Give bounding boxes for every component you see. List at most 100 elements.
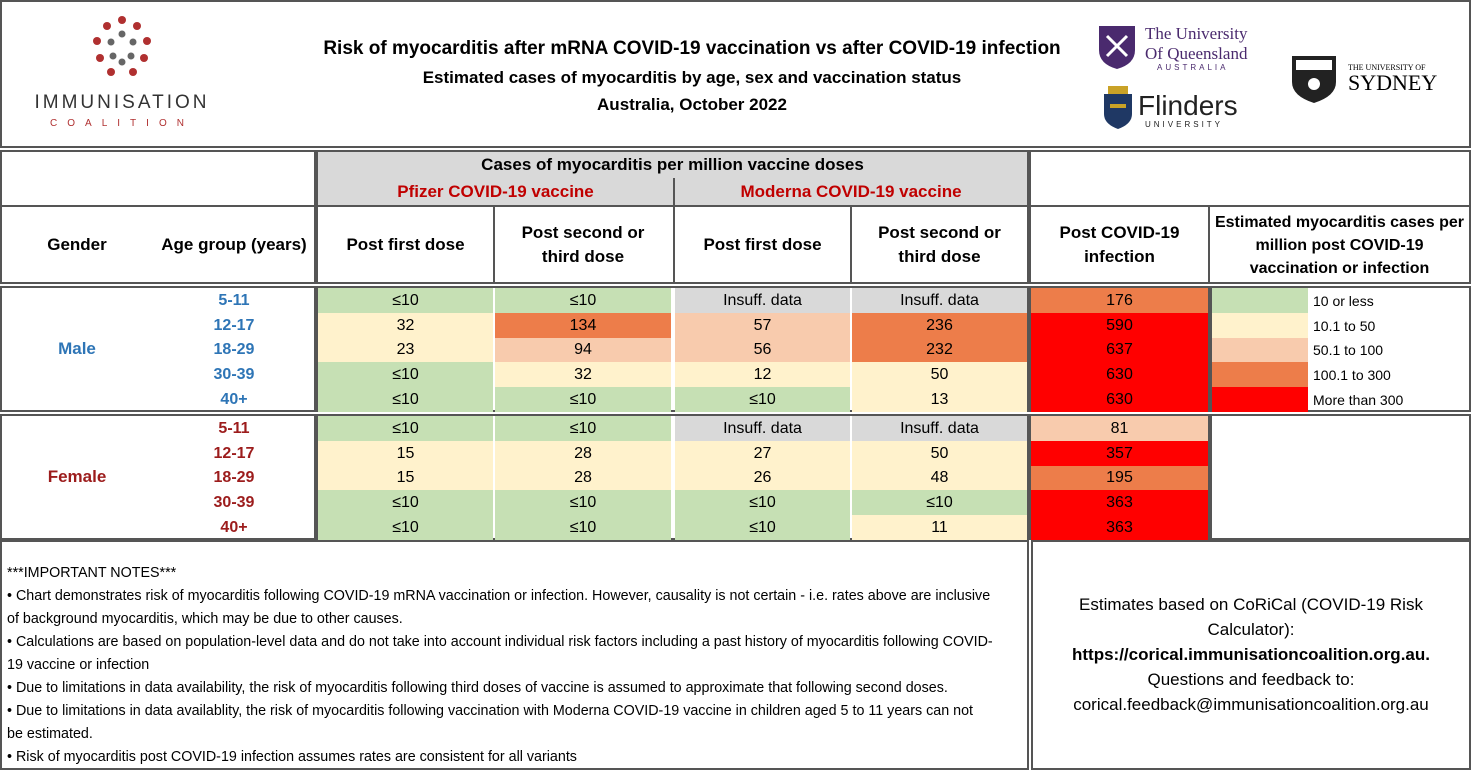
value-cell-md2: 50 xyxy=(852,362,1027,387)
value-cell-pf1: 23 xyxy=(318,338,493,362)
gender-female: Female xyxy=(47,467,107,486)
legend-label: 100.1 to 300 xyxy=(1313,366,1391,383)
col-legend: Estimated myocarditis cases per million … xyxy=(1214,213,1464,277)
value-cell-pf1: ≤10 xyxy=(318,490,493,515)
col-pfizer-second: Post second or third dose xyxy=(521,223,645,266)
sydney-big: SYDNEY xyxy=(1348,70,1438,95)
female-right-blank xyxy=(1210,414,1471,540)
moderna-title: Moderna COVID-19 vaccine xyxy=(675,178,1027,206)
divider xyxy=(850,207,852,284)
value-cell-pf2: 94 xyxy=(495,338,671,362)
date-line: Australia, October 2022 xyxy=(597,95,787,114)
age-group-cell: 40+ xyxy=(220,390,248,408)
header-panel: IMMUNISATION COALITION Risk of myocardit… xyxy=(0,0,1471,148)
value-cell-md2: 50 xyxy=(852,441,1027,466)
value-cell-pf2: 32 xyxy=(495,362,671,387)
divider xyxy=(493,207,495,284)
value-cell-md2: 13 xyxy=(852,387,1027,412)
value-cell-md1: Insuff. data xyxy=(675,288,850,313)
value-cell-md1: 57 xyxy=(675,313,850,338)
note-1b: of background myocarditis, which may be … xyxy=(7,611,403,627)
value-cell-pf1: 32 xyxy=(318,313,493,338)
header-right-block xyxy=(1029,150,1471,284)
flinders-logo: Flinders UNIVERSITY xyxy=(1100,84,1250,134)
uq-logo: The University Of Queensland AUSTRALIA xyxy=(1097,22,1287,77)
value-cell-inf: 363 xyxy=(1031,490,1208,515)
value-cell-pf2: ≤10 xyxy=(495,515,671,540)
value-cell-pf2: 28 xyxy=(495,441,671,466)
notes-heading: ***IMPORTANT NOTES*** xyxy=(7,565,177,581)
value-cell-md2: 236 xyxy=(852,313,1027,338)
value-cell-md1: 12 xyxy=(675,362,850,387)
age-group-cell: 30-39 xyxy=(213,493,255,511)
col-age: Age group (years) xyxy=(161,235,307,254)
value-cell-inf: 176 xyxy=(1031,288,1208,313)
legend-swatch xyxy=(1212,288,1308,313)
legend-label: More than 300 xyxy=(1313,391,1404,408)
divider xyxy=(1208,207,1210,284)
divider xyxy=(673,178,675,284)
note-4a: • Due to limitations in data availablity… xyxy=(7,703,974,719)
sydney-crest-icon xyxy=(1292,56,1336,103)
header-blank-left xyxy=(0,150,316,284)
value-cell-pf2: ≤10 xyxy=(495,387,671,412)
value-cell-md2: Insuff. data xyxy=(852,288,1027,313)
legend-label: 10 or less xyxy=(1313,292,1374,309)
source-url-link[interactable]: https://corical.immunisationcoalition.or… xyxy=(1072,645,1430,664)
value-cell-inf: 357 xyxy=(1031,441,1208,466)
col-pfizer-first: Post first dose xyxy=(346,235,465,254)
legend-label: 50.1 to 100 xyxy=(1313,342,1384,358)
page-subtitle: Estimated cases of myocarditis by age, s… xyxy=(422,68,962,87)
value-cell-pf1: ≤10 xyxy=(318,362,493,387)
value-cell-pf1: ≤10 xyxy=(318,515,493,540)
group-title: Cases of myocarditis per million vaccine… xyxy=(318,152,1027,178)
value-cell-md1: ≤10 xyxy=(675,387,850,412)
value-cell-md1: ≤10 xyxy=(675,515,850,540)
value-cell-pf2: 28 xyxy=(495,466,671,490)
note-4b: be estimated. xyxy=(7,726,93,742)
value-cell-inf: 637 xyxy=(1031,338,1208,362)
source-line1: Estimates based on CoRiCal (COVID-19 Ris… xyxy=(1079,595,1423,614)
uq-line3: AUSTRALIA xyxy=(1157,63,1229,72)
ring-dots-icon xyxy=(93,16,151,76)
age-group-cell: 12-17 xyxy=(213,444,255,462)
source-panel: Estimates based on CoRiCal (COVID-19 Ris… xyxy=(1031,540,1471,770)
value-cell-pf1: 15 xyxy=(318,466,493,490)
value-cell-md1: 27 xyxy=(675,441,850,466)
value-cell-md2: 48 xyxy=(852,466,1027,490)
sydney-small: THE UNIVERSITY OF xyxy=(1348,63,1426,72)
legend-swatch xyxy=(1212,387,1308,412)
value-cell-md1: ≤10 xyxy=(675,490,850,515)
value-cell-md2: 11 xyxy=(852,515,1027,540)
ic-sub: COALITION xyxy=(50,118,194,129)
age-group-cell: 40+ xyxy=(220,518,248,536)
legend-label: 10.1 to 50 xyxy=(1313,317,1376,334)
value-cell-pf1: ≤10 xyxy=(318,387,493,412)
value-cell-md1: 26 xyxy=(675,466,850,490)
legend-swatch xyxy=(1212,313,1308,338)
age-group-cell: 5-11 xyxy=(218,419,250,437)
gender-male: Male xyxy=(58,339,96,358)
value-cell-pf1: ≤10 xyxy=(318,288,493,313)
value-cell-md2: Insuff. data xyxy=(852,416,1027,441)
notes-panel: ***IMPORTANT NOTES*** • Chart demonstrat… xyxy=(0,540,1029,770)
source-line2: Calculator): xyxy=(1207,620,1295,639)
value-cell-md2: 232 xyxy=(852,338,1027,362)
uq-line1: The University xyxy=(1145,24,1248,43)
value-cell-inf: 630 xyxy=(1031,387,1208,412)
feedback-email-link[interactable]: corical.feedback@immunisationcoalition.o… xyxy=(1073,695,1429,714)
value-cell-pf2: ≤10 xyxy=(495,416,671,441)
age-group-cell: 5-11 xyxy=(218,291,250,309)
legend-swatch xyxy=(1212,362,1308,387)
female-left-block xyxy=(0,414,316,540)
age-group-cell: 30-39 xyxy=(213,365,255,383)
value-cell-md1: 56 xyxy=(675,338,850,362)
note-2a: • Calculations are based on population-l… xyxy=(7,634,993,650)
note-2b: 19 vaccine or infection xyxy=(7,657,150,673)
value-cell-pf1: ≤10 xyxy=(318,416,493,441)
flinders-sub: UNIVERSITY xyxy=(1145,120,1224,129)
age-group-cell: 18-29 xyxy=(213,341,255,358)
note-5: • Risk of myocarditis post COVID-19 infe… xyxy=(7,749,577,765)
age-group-cell: 18-29 xyxy=(213,469,255,486)
page-title: Risk of myocarditis after mRNA COVID-19 … xyxy=(323,38,1061,59)
